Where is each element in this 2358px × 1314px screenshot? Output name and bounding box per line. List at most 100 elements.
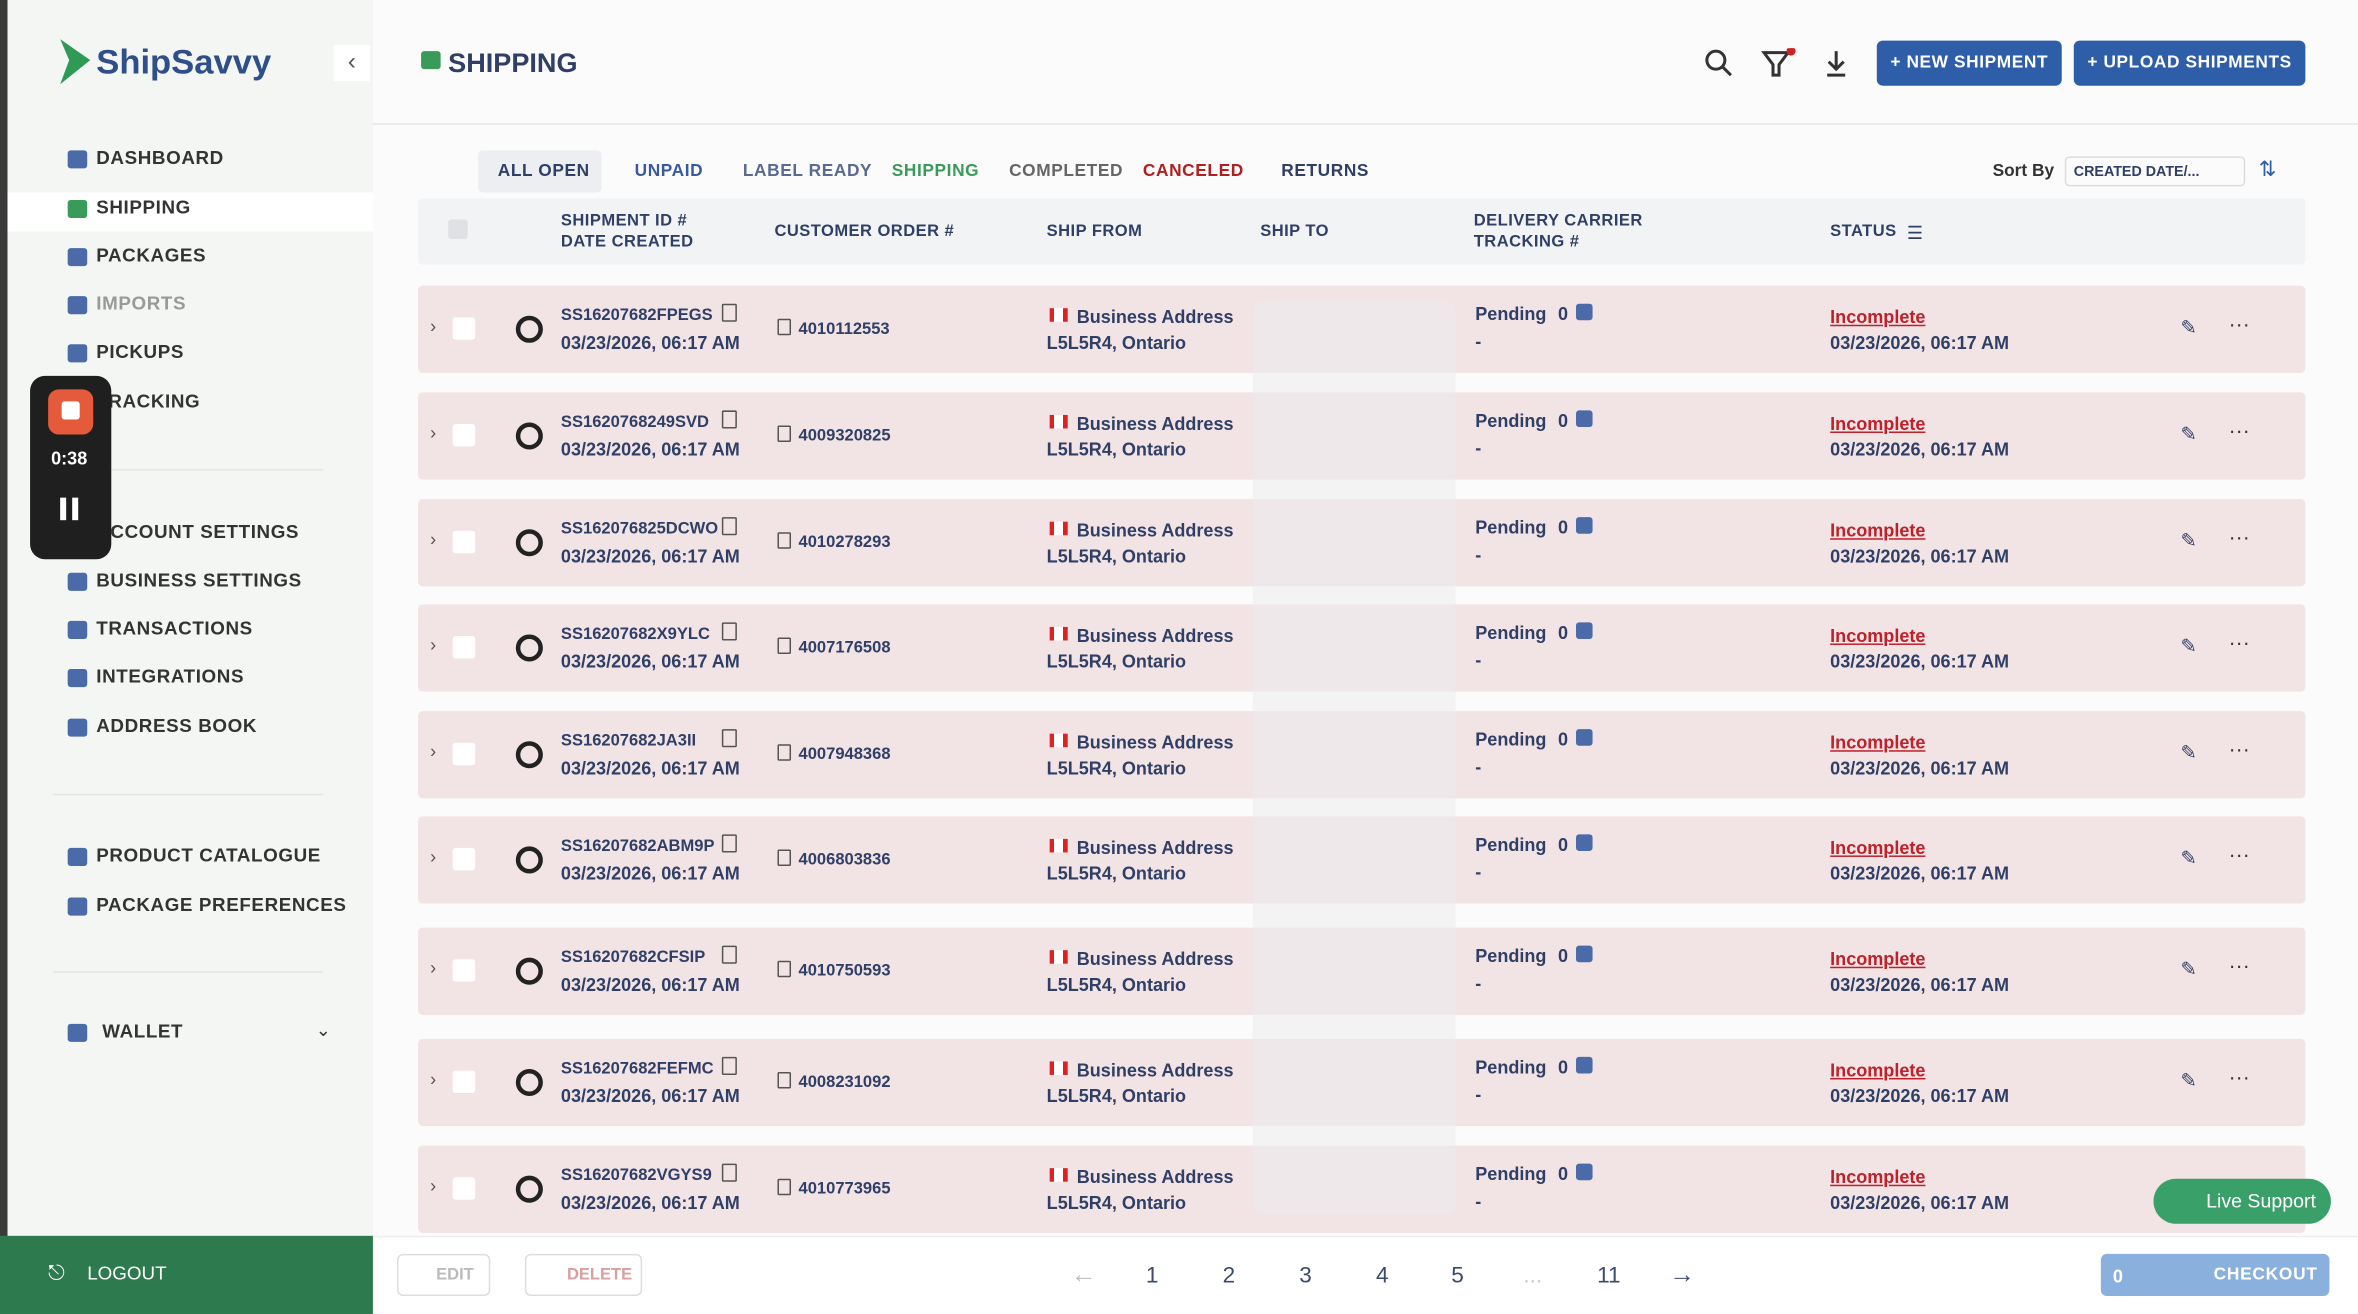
shipment-id[interactable]: SS16207682FEFMC xyxy=(560,1059,714,1078)
status[interactable]: Incomplete xyxy=(1830,732,1926,754)
status[interactable]: Incomplete xyxy=(1830,1059,1926,1081)
page-number[interactable]: 2 xyxy=(1222,1262,1236,1289)
edit-row[interactable]: ✎ xyxy=(2180,1068,2197,1092)
row-checkbox[interactable] xyxy=(452,635,476,659)
nav-item[interactable]: PRODUCT CATALOGUE xyxy=(96,844,321,866)
shipment-id[interactable]: SS16207682X9YLC xyxy=(560,625,710,644)
nav-item[interactable]: BUSINESS SETTINGS xyxy=(96,569,302,591)
tab[interactable]: UNPAID xyxy=(634,162,704,181)
pause-bar[interactable] xyxy=(72,497,79,521)
row-checkbox[interactable] xyxy=(452,423,476,447)
wallet-chevron[interactable]: ⌄ xyxy=(315,1019,331,1041)
row-checkbox[interactable] xyxy=(452,1070,476,1093)
nav-item[interactable]: SHIPPING xyxy=(96,196,191,218)
expand[interactable]: › xyxy=(430,634,437,656)
edit-row[interactable]: ✎ xyxy=(2180,741,2197,764)
status[interactable]: Incomplete xyxy=(1830,625,1926,647)
page-number[interactable]: 5 xyxy=(1451,1262,1464,1289)
page-number[interactable]: 4 xyxy=(1376,1262,1389,1289)
nav-item[interactable]: ADDRESS BOOK xyxy=(96,715,258,737)
row-checkbox[interactable] xyxy=(452,317,476,340)
status[interactable]: Incomplete xyxy=(1830,306,1926,328)
row-checkbox[interactable] xyxy=(452,742,476,766)
more[interactable]: ··· xyxy=(2228,311,2250,336)
expand[interactable]: › xyxy=(430,741,437,763)
page-number[interactable]: 11 xyxy=(1597,1262,1621,1289)
shipment-id[interactable]: SS16207682ABM9P xyxy=(560,837,715,856)
expand[interactable]: › xyxy=(430,846,437,868)
status[interactable]: Incomplete xyxy=(1830,837,1926,859)
collapse[interactable]: ‹ xyxy=(333,45,370,82)
status[interactable]: Incomplete xyxy=(1830,1166,1926,1188)
nav-item[interactable]: PICKUPS xyxy=(96,341,185,363)
status[interactable]: Incomplete xyxy=(1830,520,1926,542)
wallet[interactable]: WALLET xyxy=(102,1020,184,1042)
more[interactable]: ··· xyxy=(2228,524,2250,549)
nav-item[interactable]: TRANSACTIONS xyxy=(96,617,253,639)
expand[interactable]: › xyxy=(430,957,437,979)
nav-item[interactable]: ACCOUNT SETTINGS xyxy=(96,521,300,543)
more[interactable]: ··· xyxy=(2228,953,2250,978)
prev-page[interactable]: ← xyxy=(1070,1259,1097,1289)
nav-item[interactable]: INTEGRATIONS xyxy=(96,666,245,688)
status[interactable]: Incomplete xyxy=(1830,948,1926,970)
edit-row[interactable]: ✎ xyxy=(2180,422,2197,446)
tab[interactable]: ALL OPEN xyxy=(497,162,590,181)
tab[interactable]: SHIPPING xyxy=(891,162,980,181)
upload-shipments-button[interactable]: + UPLOAD SHIPMENTS xyxy=(2073,40,2306,86)
expand[interactable]: › xyxy=(430,1068,437,1090)
pause-bar[interactable] xyxy=(60,497,67,521)
new-shipment-button[interactable]: + NEW SHIPMENT xyxy=(1876,40,2062,86)
shipment-id[interactable]: SS16207682JA3II xyxy=(560,732,697,751)
row-checkbox[interactable] xyxy=(452,1177,476,1200)
row-checkbox[interactable] xyxy=(452,959,476,982)
logout[interactable]: LOGOUT xyxy=(87,1262,167,1284)
nav-item[interactable]: PACKAGE PREFERENCES xyxy=(96,894,347,916)
tab[interactable]: RETURNS xyxy=(1281,162,1370,181)
sort-select[interactable]: CREATED DATE/... xyxy=(2064,156,2246,187)
edit-row[interactable]: ✎ xyxy=(2180,846,2197,869)
more[interactable]: ··· xyxy=(2228,629,2250,654)
tab[interactable]: LABEL READY xyxy=(742,162,873,181)
shipment-id[interactable]: SS1620768249SVD xyxy=(560,413,710,432)
shipment-id[interactable]: SS16207682VGYS9 xyxy=(560,1166,712,1185)
edit-row[interactable]: ✎ xyxy=(2180,529,2197,552)
tab[interactable]: COMPLETED xyxy=(1009,162,1124,181)
shipment-id[interactable]: SS16207682FPEGS xyxy=(560,306,713,325)
next-page[interactable]: → xyxy=(1669,1259,1695,1289)
cart-checkout[interactable] xyxy=(2100,1253,2330,1296)
sort-direction[interactable]: ⇅ xyxy=(2258,156,2277,181)
more[interactable]: ··· xyxy=(2228,1064,2250,1089)
shipment-id[interactable]: SS162076825DCWO xyxy=(560,520,719,539)
expand[interactable]: › xyxy=(430,315,437,337)
more[interactable]: ··· xyxy=(2228,736,2250,761)
edit-row[interactable]: ✎ xyxy=(2180,634,2197,657)
more[interactable]: ··· xyxy=(2228,417,2250,443)
live-support[interactable]: Live Support xyxy=(2153,1178,2331,1224)
row-checkbox[interactable] xyxy=(452,530,476,554)
edit-row[interactable]: ✎ xyxy=(2180,315,2197,339)
ship-to-blur xyxy=(1252,300,1456,1215)
status[interactable]: Incomplete xyxy=(1830,413,1926,435)
row-checkbox[interactable] xyxy=(452,847,476,871)
nav-item[interactable]: IMPORTS xyxy=(96,293,187,315)
nav-item[interactable]: TRACKING xyxy=(96,390,201,412)
nav-item[interactable]: PACKAGES xyxy=(96,245,207,267)
expand[interactable]: › xyxy=(430,529,437,551)
logout-bar[interactable] xyxy=(0,1235,373,1314)
page-number[interactable]: 3 xyxy=(1299,1262,1312,1289)
expand[interactable]: › xyxy=(430,1175,437,1197)
more[interactable]: ··· xyxy=(2228,841,2250,866)
page-number[interactable]: 1 xyxy=(1145,1262,1159,1289)
expand[interactable]: › xyxy=(430,422,437,444)
shipment-id[interactable]: SS16207682CFSIP xyxy=(560,948,706,967)
edit-row[interactable]: ✎ xyxy=(2180,957,2197,981)
status-filter[interactable]: ☰ xyxy=(1906,222,1924,244)
select-all[interactable] xyxy=(448,219,468,240)
toolbar-icons[interactable] xyxy=(1704,48,1854,81)
delete-button[interactable] xyxy=(524,1253,643,1296)
page-number[interactable]: ... xyxy=(1523,1262,1543,1289)
edit-button[interactable] xyxy=(397,1253,491,1296)
nav-item[interactable]: DASHBOARD xyxy=(96,147,224,169)
tab[interactable]: CANCELED xyxy=(1142,162,1244,181)
